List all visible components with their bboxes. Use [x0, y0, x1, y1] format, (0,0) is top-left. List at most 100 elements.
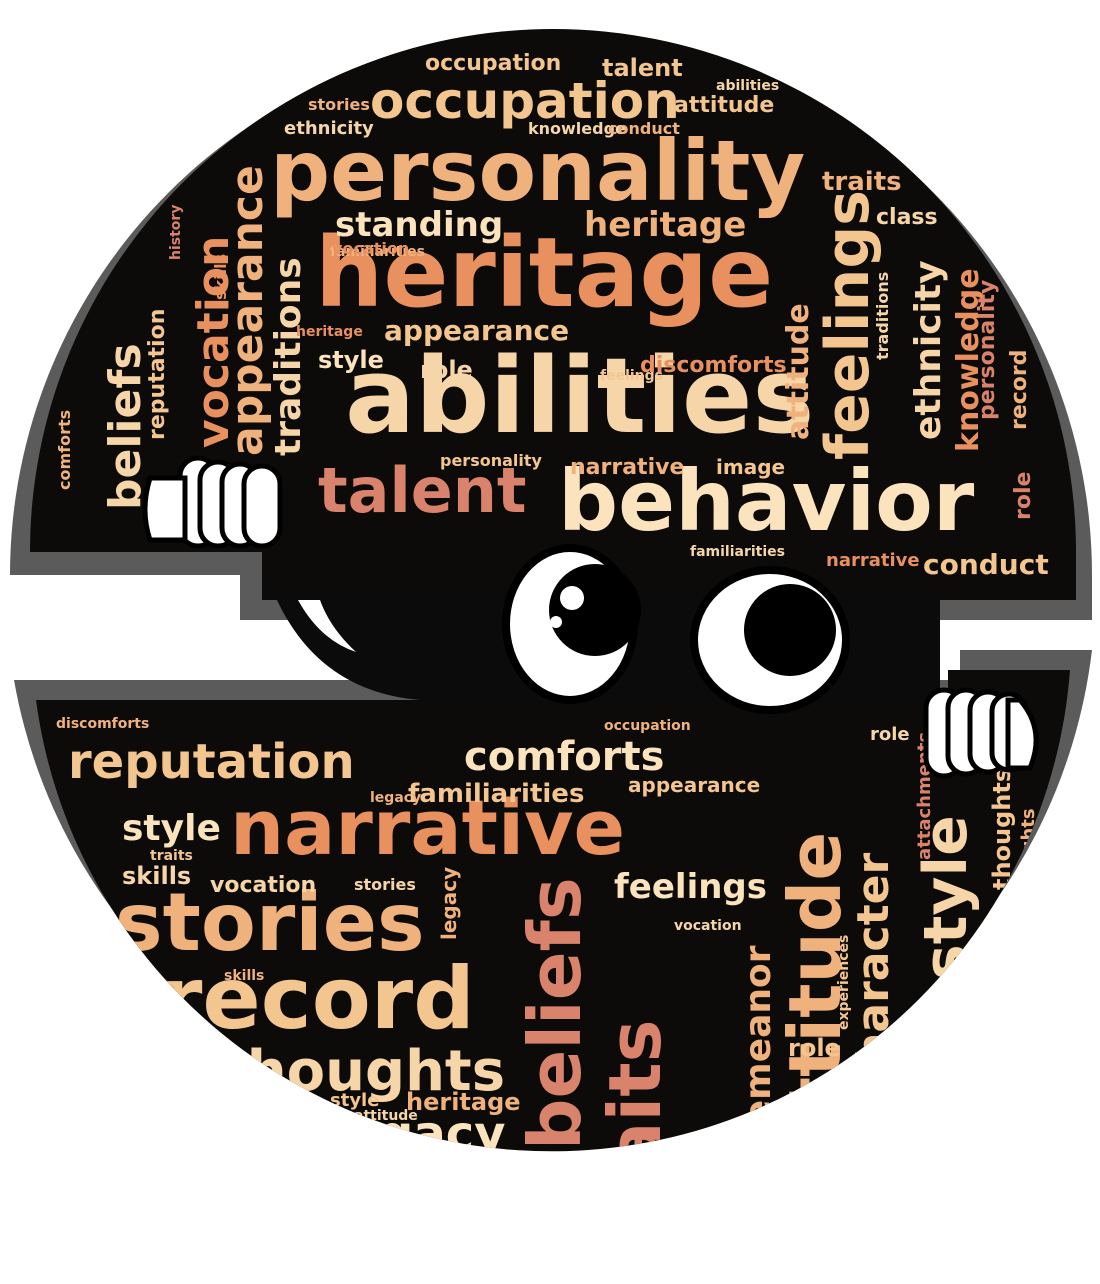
cloud-word: traditions — [268, 257, 309, 456]
cloud-word: traits — [593, 1020, 677, 1240]
cloud-word: legacy — [370, 790, 421, 806]
cloud-word: skills — [700, 1181, 758, 1205]
cloud-word: abilities — [716, 78, 779, 94]
cloud-word: personality — [270, 122, 805, 220]
cloud-word: style — [330, 1090, 379, 1111]
cloud-word: talent — [318, 454, 527, 527]
right-eye-glint-small — [706, 638, 718, 650]
cloud-word: narrative — [448, 1212, 521, 1228]
cloud-word: comforts — [464, 734, 664, 780]
cloud-word: talent — [602, 54, 683, 82]
cloud-word: thoughts — [988, 768, 1016, 890]
cloud-word: experiences — [836, 935, 852, 1030]
cloud-word: traits — [230, 1094, 316, 1127]
cloud-word: vocation — [210, 873, 316, 898]
cloud-word: record — [160, 949, 475, 1049]
cloud-word: stories — [115, 876, 425, 969]
cloud-word: legacy — [437, 867, 461, 940]
right-hand-grip-icon — [923, 687, 1039, 779]
top-word-group: personality occupation heritage abilitie… — [55, 51, 1049, 581]
cloud-word: conduct — [608, 119, 680, 138]
inner-fill-top — [30, 29, 1076, 600]
cloud-word: style — [318, 346, 384, 374]
cloud-word: personality — [440, 451, 543, 470]
cloud-word: heritage — [584, 205, 746, 245]
cloud-word: talent — [128, 982, 175, 998]
cloud-word: beliefs — [513, 877, 597, 1150]
cloud-word: behavior — [558, 452, 975, 550]
cloud-word: narrative — [230, 783, 625, 872]
cloud-word: comforts — [55, 410, 74, 490]
cloud-word: image — [652, 1153, 721, 1177]
cloud-word: character — [848, 853, 899, 1090]
mascot-mouth-highlight — [298, 600, 356, 652]
cloud-word: appearance — [222, 165, 273, 456]
cloud-word: stories — [308, 95, 370, 114]
cloud-word: reputation — [145, 309, 170, 440]
right-pupil — [744, 584, 836, 676]
cloud-word: attitude — [674, 93, 774, 118]
cloud-word: vocation — [674, 918, 742, 934]
cloud-word: appearance — [384, 314, 569, 347]
cloud-word: occupation — [604, 718, 691, 734]
cloud-word: vocation — [188, 236, 239, 448]
cloud-word: heritage — [326, 1164, 393, 1180]
cloud-word: ethnicity — [284, 118, 374, 139]
cloud-word: vocation — [332, 239, 409, 258]
cloud-word: narrative — [570, 455, 684, 480]
left-hand-grip-icon — [142, 455, 283, 549]
cloud-word: character — [901, 1034, 920, 1120]
cloud-word: standing — [335, 205, 503, 245]
cloud-word: role — [788, 1034, 841, 1062]
cloud-word: traits — [150, 848, 193, 864]
cloud-word: familiarities — [408, 779, 584, 809]
cloud-word: discomforts — [56, 716, 149, 732]
cloud-word: memories — [988, 988, 1066, 1004]
cloud-word: reputation — [68, 734, 355, 790]
cloud-word: stories — [354, 875, 416, 894]
cloud-word: role — [420, 356, 473, 384]
cloud-word: occupation — [370, 72, 680, 130]
cloud-word: style — [122, 808, 221, 849]
cloud-word: beliefs — [422, 1168, 513, 1196]
cloud-word: ethnicity — [314, 1134, 384, 1150]
cloud-word: history — [168, 205, 184, 260]
cloud-word: demeanor — [738, 945, 779, 1150]
left-eye-glint-small — [550, 616, 562, 628]
cloud-word: class — [876, 205, 938, 230]
cloud-word: skills — [211, 254, 230, 300]
cloud-word: heritage — [315, 217, 773, 329]
cloud-word: skills — [224, 968, 264, 984]
right-eye-glint-large — [710, 612, 734, 636]
cloud-word: attitude — [354, 1108, 418, 1124]
cloud-word: narrative — [826, 550, 920, 571]
cloud-word: demeanor — [396, 1184, 533, 1212]
left-pupil — [549, 564, 641, 656]
cloud-word: feelings — [600, 368, 663, 384]
cloud-word: conduct — [923, 548, 1049, 581]
cloud-word: heritage — [296, 324, 363, 340]
inner-fill-bottom — [36, 670, 1070, 1152]
cloud-word: appearance — [628, 773, 760, 797]
cloud-word: familiarities — [330, 244, 425, 260]
cloud-word: image — [716, 455, 785, 479]
cloud-word: knowledge — [528, 119, 626, 138]
cloud-word: attitude — [781, 303, 816, 440]
cloud-word: feelings — [614, 867, 767, 907]
cloud-word: role — [870, 724, 910, 745]
cloud-word: beliefs — [100, 343, 151, 510]
cloud-word: knowledge — [951, 268, 986, 452]
cloud-word: record — [1007, 349, 1032, 430]
peeking-eyes-icon — [502, 544, 850, 714]
cloud-word: personality — [975, 280, 1000, 420]
cloud-word: heritage — [406, 1088, 521, 1116]
cloud-word: familiarities — [690, 544, 785, 560]
left-eye-glint-large — [560, 586, 584, 610]
cloud-word: skills — [122, 862, 191, 890]
cloud-word: traditions — [873, 272, 892, 360]
cloud-word: abilities — [345, 335, 814, 457]
cloud-word: occupation — [425, 51, 561, 76]
cloud-word: discomforts — [640, 353, 787, 378]
